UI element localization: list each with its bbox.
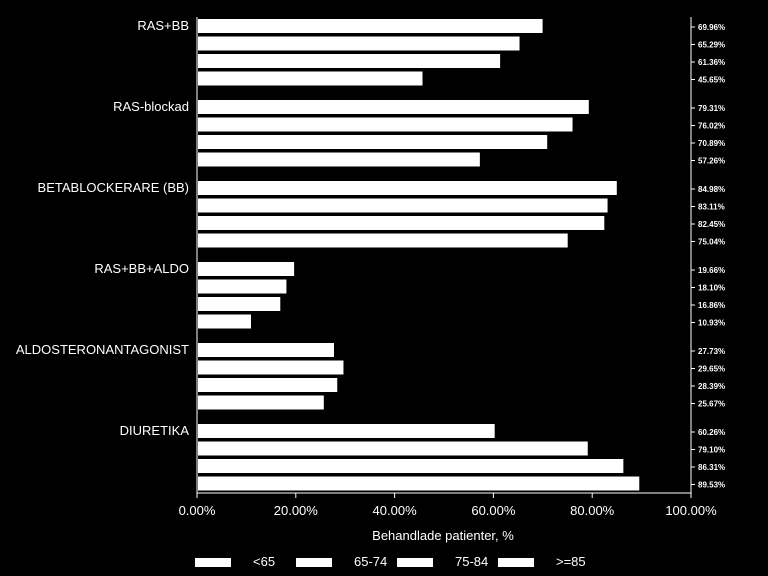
- legend: <65 65-74 75-84 >=85: [0, 552, 768, 572]
- x-tick-label: 0.00%: [179, 503, 216, 518]
- bar: [198, 343, 334, 357]
- bars: [198, 19, 640, 491]
- bar: [198, 378, 338, 392]
- data-label: 76.02%: [698, 122, 725, 131]
- bar: [198, 395, 324, 410]
- data-label: 89.53%: [698, 481, 725, 490]
- category-labels: RAS+BB RAS-blockad BETABLOCKERARE (BB) RAS+…: [16, 18, 189, 438]
- value-labels: 69.96% 65.29% 61.36% 45.65% 79.31% 76.02% 70.8…: [691, 23, 725, 490]
- x-tick-label: 20.00%: [274, 503, 319, 518]
- bar: [198, 441, 588, 456]
- data-label: 69.96%: [698, 23, 725, 32]
- data-label: 82.45%: [698, 220, 725, 229]
- data-label: 45.65%: [698, 76, 725, 85]
- bar: [198, 459, 624, 473]
- x-axis-title: Behandlade patienter, %: [372, 528, 514, 543]
- data-label: 84.98%: [698, 185, 725, 194]
- bar: [198, 279, 287, 294]
- bar: [198, 424, 495, 438]
- data-label: 25.67%: [698, 400, 725, 409]
- bar: [198, 262, 295, 276]
- legend-swatch-75-84: [397, 558, 433, 567]
- bar: [198, 100, 589, 114]
- data-label: 18.10%: [698, 284, 725, 293]
- data-label: 28.39%: [698, 382, 725, 391]
- data-label: 86.31%: [698, 463, 725, 472]
- data-label: 75.04%: [698, 238, 725, 247]
- legend-label-75-84: 75-84: [455, 554, 489, 569]
- bar: [198, 198, 608, 213]
- data-label: 70.89%: [698, 139, 725, 148]
- plot-frame: [196, 17, 692, 494]
- legend-label-lt65: <65: [253, 554, 276, 569]
- data-label: 60.26%: [698, 428, 725, 437]
- bar: [198, 135, 548, 149]
- x-tick-label: 40.00%: [373, 503, 418, 518]
- legend-label-gte85: >=85: [556, 554, 586, 569]
- legend-swatch-gte85: [498, 558, 534, 567]
- bar: [198, 216, 605, 230]
- bar: [198, 36, 520, 51]
- data-label: 83.11%: [698, 203, 725, 212]
- data-label: 29.65%: [698, 365, 725, 374]
- bar: [198, 297, 281, 311]
- x-tick-label: 80.00%: [570, 503, 615, 518]
- bar: [198, 117, 573, 132]
- category-label: RAS+BB: [137, 18, 189, 33]
- bar: [198, 71, 423, 86]
- legend-label-65-74: 65-74: [354, 554, 388, 569]
- category-label: RAS-blockad: [113, 99, 189, 114]
- data-label: 61.36%: [698, 58, 725, 67]
- bar: [198, 233, 568, 248]
- bar: [198, 181, 617, 195]
- data-label: 79.10%: [698, 446, 725, 455]
- data-label: 16.86%: [698, 301, 725, 310]
- data-label: 57.26%: [698, 157, 725, 166]
- data-label: 79.31%: [698, 104, 725, 113]
- bar: [198, 360, 344, 375]
- data-label: 19.66%: [698, 266, 725, 275]
- category-label: BETABLOCKERARE (BB): [38, 180, 189, 195]
- bar: [198, 314, 251, 329]
- bar: [198, 19, 543, 33]
- data-label: 27.73%: [698, 347, 725, 356]
- category-label: DIURETIKA: [120, 423, 190, 438]
- bar: [198, 476, 640, 491]
- category-label: RAS+BB+ALDO: [94, 261, 189, 276]
- category-label: ALDOSTERONANTAGONIST: [16, 342, 189, 357]
- legend-swatch-lt65: [195, 558, 231, 567]
- legend-swatch-65-74: [296, 558, 332, 567]
- bar: [198, 54, 501, 68]
- x-tick-label: 60.00%: [471, 503, 516, 518]
- data-label: 10.93%: [698, 319, 725, 328]
- bar: [198, 152, 480, 167]
- x-tick-label: 100.00%: [665, 503, 717, 518]
- data-label: 65.29%: [698, 41, 725, 50]
- x-axis: 0.00% 20.00% 40.00% 60.00% 80.00% 100.00%: [179, 493, 717, 518]
